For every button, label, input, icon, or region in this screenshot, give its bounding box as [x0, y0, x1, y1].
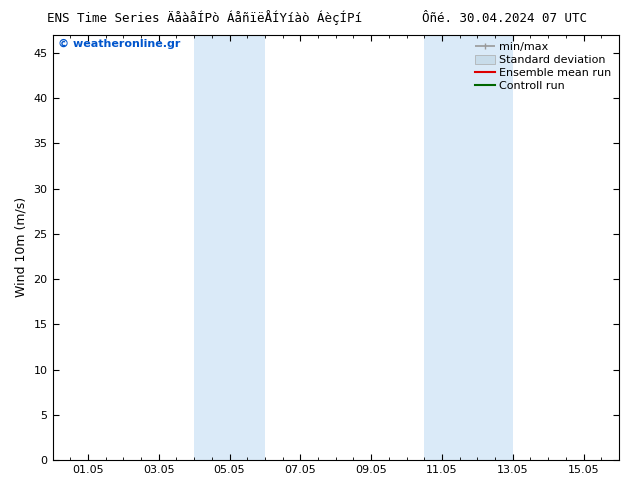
- Bar: [194, 35, 265, 460]
- Text: ENS Time Series ÄåàåÍPò ÁåñïëÅÍYíàò ÁèçÍPí        Ôñé. 30.04.2024 07 UTC: ENS Time Series ÄåàåÍPò ÁåñïëÅÍYíàò ÁèçÍ…: [47, 10, 587, 25]
- Y-axis label: Wind 10m (m/s): Wind 10m (m/s): [15, 197, 28, 297]
- Bar: [424, 35, 513, 460]
- Legend: min/max, Standard deviation, Ensemble mean run, Controll run: min/max, Standard deviation, Ensemble me…: [472, 40, 614, 94]
- Text: © weatheronline.gr: © weatheronline.gr: [58, 39, 181, 49]
